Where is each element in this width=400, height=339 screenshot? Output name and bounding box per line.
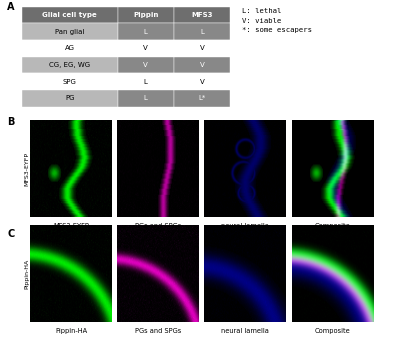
- Bar: [118, 90, 174, 107]
- Text: PGs and SPGs: PGs and SPGs: [135, 328, 181, 334]
- Text: Glial cell type: Glial cell type: [42, 12, 97, 18]
- Text: L: lethal
V: viable
*: some escapers: L: lethal V: viable *: some escapers: [242, 8, 312, 34]
- Bar: [118, 74, 174, 90]
- Text: MFS3-EYFP: MFS3-EYFP: [24, 152, 29, 186]
- Bar: [174, 74, 230, 90]
- Text: MFS3: MFS3: [191, 12, 213, 18]
- Text: B: B: [7, 117, 14, 127]
- Text: SPG: SPG: [63, 79, 77, 85]
- Bar: [174, 7, 230, 23]
- Text: V: V: [143, 62, 148, 68]
- Text: PGs and SPGs: PGs and SPGs: [135, 223, 181, 229]
- Bar: [174, 57, 230, 74]
- Bar: [118, 40, 174, 57]
- Bar: [22, 7, 118, 23]
- Text: neural lamella: neural lamella: [222, 328, 269, 334]
- Text: CG, EG, WG: CG, EG, WG: [49, 62, 90, 68]
- Text: MFS3-EYFP: MFS3-EYFP: [53, 223, 89, 229]
- Text: A: A: [7, 2, 15, 12]
- Text: Composite: Composite: [315, 223, 350, 229]
- Bar: [118, 7, 174, 23]
- Text: Pippin-HA: Pippin-HA: [55, 328, 87, 334]
- Text: Pan glial: Pan glial: [55, 29, 84, 35]
- Text: Pippin-HA: Pippin-HA: [24, 259, 29, 289]
- Bar: [22, 40, 118, 57]
- Text: L: L: [144, 29, 148, 35]
- Text: Pippin: Pippin: [133, 12, 158, 18]
- Text: L*: L*: [198, 96, 206, 101]
- Bar: [174, 90, 230, 107]
- Text: L: L: [144, 96, 148, 101]
- Bar: [174, 23, 230, 40]
- Text: Composite: Composite: [315, 328, 350, 334]
- Text: V: V: [200, 79, 204, 85]
- Text: C: C: [7, 229, 14, 239]
- Bar: [174, 40, 230, 57]
- Text: V: V: [200, 62, 204, 68]
- Text: neural lamella: neural lamella: [222, 223, 269, 229]
- Bar: [22, 23, 118, 40]
- Text: L: L: [200, 29, 204, 35]
- Text: L: L: [144, 79, 148, 85]
- Text: V: V: [143, 45, 148, 52]
- Bar: [22, 90, 118, 107]
- Bar: [118, 23, 174, 40]
- Bar: [118, 57, 174, 74]
- Bar: [22, 57, 118, 74]
- Text: V: V: [200, 45, 204, 52]
- Bar: [22, 74, 118, 90]
- Text: AG: AG: [65, 45, 75, 52]
- Text: PG: PG: [65, 96, 74, 101]
